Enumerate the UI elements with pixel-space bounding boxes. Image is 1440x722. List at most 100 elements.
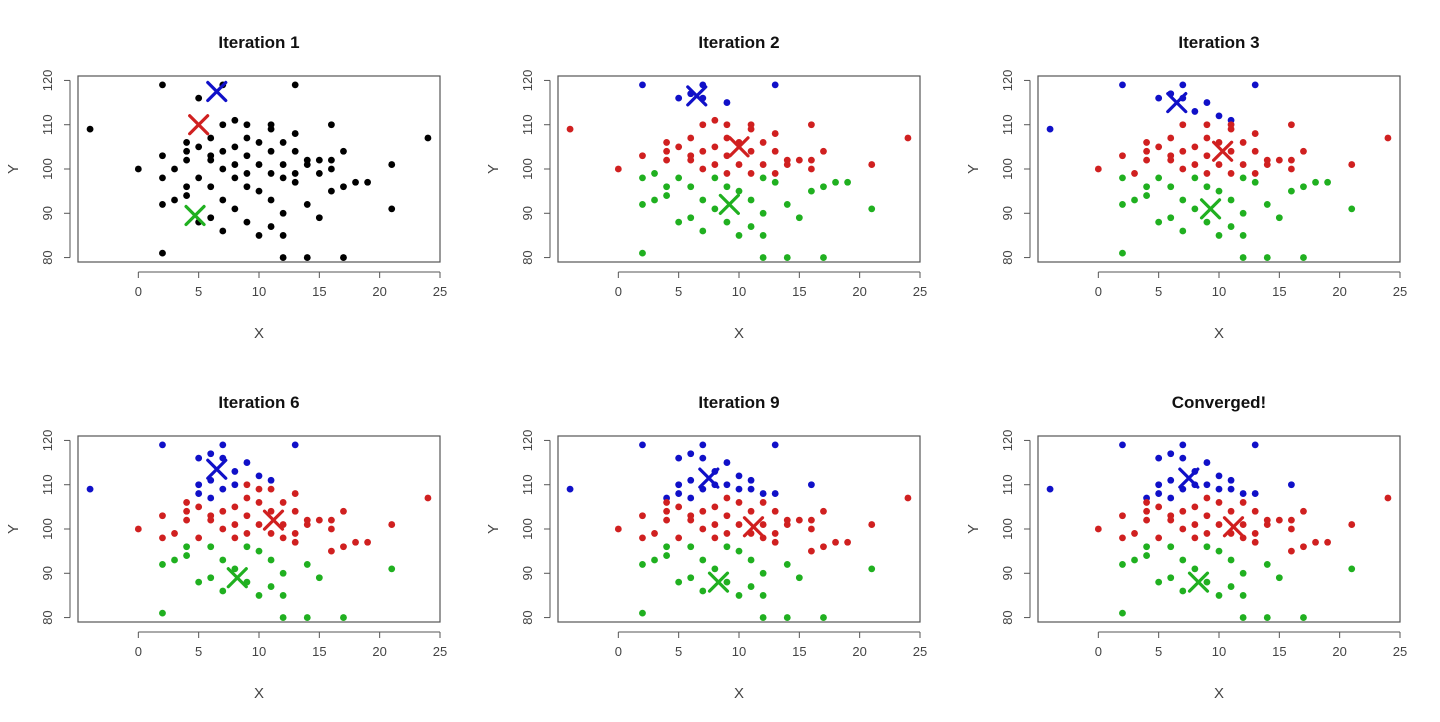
- data-point: [1203, 99, 1211, 106]
- data-point: [267, 196, 275, 204]
- data-point: [1227, 556, 1235, 564]
- data-point: [1300, 507, 1307, 515]
- data-point: [207, 494, 215, 502]
- centroid-marker: [188, 114, 210, 136]
- data-point: [231, 521, 239, 528]
- data-point: [1288, 516, 1295, 524]
- x-tick-label: 10: [732, 284, 746, 299]
- data-point: [675, 218, 683, 226]
- data-point: [1215, 547, 1223, 555]
- data-point: [1191, 565, 1199, 573]
- data-point: [279, 592, 287, 599]
- x-tick-label: 0: [135, 644, 142, 659]
- centroid-stroke: [742, 516, 765, 538]
- y-tick-label: 100: [40, 518, 55, 540]
- data-point: [195, 143, 203, 151]
- data-point: [86, 125, 94, 133]
- data-point: [388, 565, 396, 573]
- data-point: [183, 543, 191, 551]
- x-tick-label: 10: [732, 644, 746, 659]
- data-point: [735, 547, 743, 555]
- data-point: [566, 125, 574, 133]
- data-point: [663, 147, 670, 155]
- data-point: [1215, 112, 1223, 120]
- data-point: [747, 170, 755, 177]
- data-point: [1143, 156, 1150, 164]
- data-point: [279, 499, 287, 506]
- y-tick-label: 90: [520, 206, 535, 220]
- data-point: [328, 156, 335, 164]
- plot-frame: [77, 75, 441, 263]
- data-point: [231, 468, 239, 475]
- data-point: [183, 156, 191, 164]
- data-point: [1239, 490, 1247, 497]
- data-point: [291, 170, 299, 177]
- data-point: [195, 481, 203, 489]
- data-point: [808, 525, 815, 533]
- data-point: [1203, 543, 1211, 551]
- data-point: [759, 569, 767, 577]
- data-point: [328, 516, 335, 524]
- data-point: [183, 183, 191, 191]
- data-point: [1275, 516, 1283, 524]
- data-point: [291, 530, 299, 537]
- x-tick-label: 0: [1095, 284, 1102, 299]
- data-point: [783, 201, 791, 208]
- centroid-stroke: [1222, 516, 1245, 538]
- data-point: [639, 534, 646, 542]
- data-point: [1179, 196, 1187, 204]
- data-point: [267, 476, 275, 484]
- data-point: [207, 134, 215, 142]
- x-tick-label: 0: [1095, 644, 1102, 659]
- data-point: [687, 134, 695, 142]
- data-point: [808, 481, 815, 489]
- x-tick-label: 25: [433, 284, 447, 299]
- y-tick-label: 90: [1000, 206, 1015, 220]
- y-tick-label: 90: [520, 566, 535, 580]
- data-point: [1227, 147, 1235, 155]
- x-tick-label: 20: [372, 644, 386, 659]
- data-point: [771, 170, 779, 177]
- data-point: [639, 441, 646, 449]
- data-point: [183, 507, 191, 515]
- data-point: [219, 556, 227, 564]
- data-point: [243, 543, 251, 551]
- data-point: [663, 516, 670, 524]
- data-point: [771, 490, 779, 497]
- data-point: [1239, 521, 1247, 528]
- chart-panel-1: Iteration 1 0 5 10 15 20 25 X 80 90 100 110 120 Y: [5, 33, 447, 342]
- data-point: [424, 134, 432, 142]
- data-point: [844, 538, 851, 546]
- data-point: [820, 254, 827, 261]
- data-point: [1094, 165, 1102, 173]
- data-point: [231, 161, 239, 168]
- data-point: [1203, 152, 1211, 160]
- y-tick-label: 90: [1000, 566, 1015, 580]
- data-point: [759, 254, 767, 261]
- data-point: [759, 521, 767, 528]
- data-point: [267, 583, 275, 590]
- data-point: [1167, 214, 1175, 222]
- data-point: [1288, 481, 1295, 489]
- data-point: [352, 538, 359, 546]
- data-point: [279, 139, 287, 146]
- data-point: [1227, 223, 1235, 230]
- x-tick-label: 20: [1332, 644, 1346, 659]
- y-tick-label: 110: [1000, 474, 1015, 495]
- data-point: [183, 139, 191, 146]
- x-tick-label: 0: [615, 644, 622, 659]
- data-point: [808, 156, 815, 164]
- centroid-stroke: [728, 136, 750, 158]
- data-point: [1167, 476, 1175, 484]
- data-point: [340, 183, 347, 191]
- centroid-marker: [707, 571, 730, 593]
- data-point: [1179, 81, 1187, 89]
- data-point: [255, 472, 263, 480]
- data-point: [663, 156, 670, 164]
- data-point: [1288, 165, 1295, 173]
- data-point: [1324, 178, 1331, 186]
- data-point: [1155, 174, 1163, 182]
- data-point: [1215, 187, 1223, 195]
- data-point: [1143, 183, 1150, 191]
- y-tick-label: 100: [520, 158, 535, 180]
